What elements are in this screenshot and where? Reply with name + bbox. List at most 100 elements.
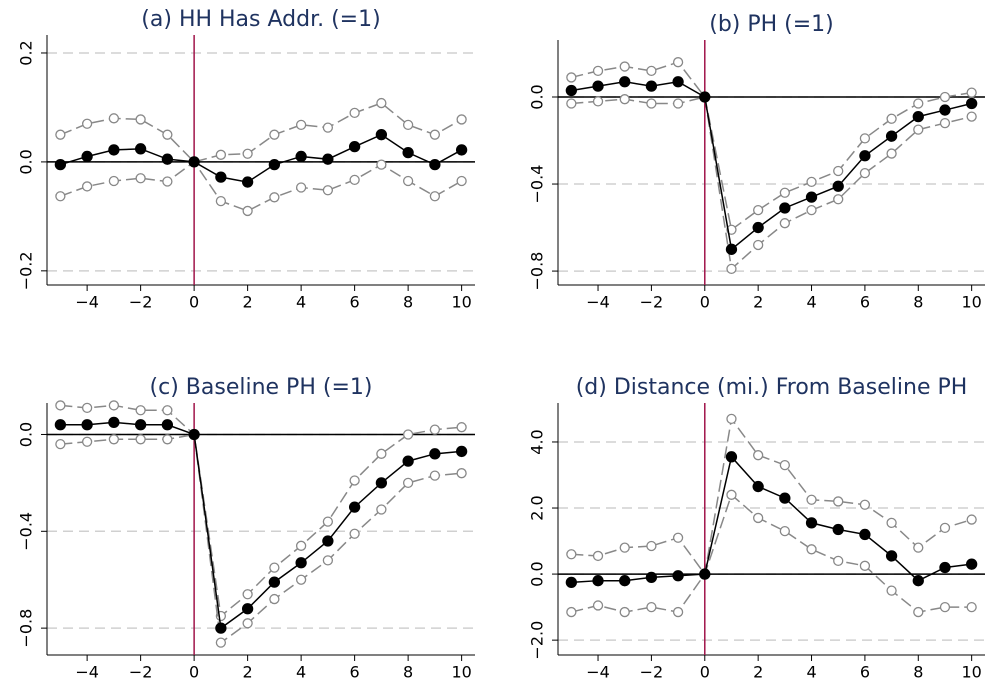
- estimate-marker: [966, 97, 978, 110]
- ci-marker: [859, 133, 871, 144]
- ci-marker: [806, 494, 817, 505]
- estimate-marker: [645, 571, 658, 584]
- estimate-marker: [161, 419, 174, 431]
- panel-title: (a) HH Has Addr. (=1): [141, 7, 380, 32]
- x-tick-label: 8: [403, 663, 413, 682]
- y-tick-label: 0.0: [528, 561, 547, 586]
- ci-line: [571, 493, 972, 613]
- ci-marker: [859, 168, 871, 179]
- estimate-marker: [619, 76, 631, 88]
- x-tick-label: 4: [806, 663, 816, 682]
- ci-marker: [135, 114, 146, 125]
- ci-marker: [402, 429, 414, 440]
- ci-marker: [376, 97, 387, 109]
- ci-marker: [242, 148, 253, 159]
- ci-marker: [566, 98, 577, 109]
- x-tick-label: −4: [586, 663, 610, 682]
- ci-marker: [376, 159, 387, 170]
- ci-marker: [456, 468, 467, 479]
- ci-marker: [322, 185, 334, 196]
- ci-marker: [349, 174, 360, 186]
- ci-marker: [672, 57, 684, 68]
- estimate-marker: [699, 568, 711, 580]
- x-tick-label: 6: [860, 663, 870, 682]
- ci-marker: [913, 124, 924, 135]
- panel-title: (b) PH (=1): [709, 12, 834, 37]
- ci-marker: [619, 542, 630, 553]
- ci-marker: [672, 98, 684, 109]
- estimate-marker: [592, 575, 604, 587]
- ci-marker: [402, 477, 414, 489]
- estimate-marker: [779, 492, 791, 504]
- estimate-line: [60, 421, 462, 630]
- estimate-marker: [375, 477, 388, 489]
- ci-marker: [108, 175, 120, 187]
- estimate-marker: [752, 221, 764, 234]
- ci-marker: [859, 560, 871, 571]
- ci-marker: [779, 218, 790, 229]
- ci-marker: [162, 405, 173, 416]
- estimate-marker: [725, 451, 738, 463]
- x-tick-label: 8: [913, 293, 923, 312]
- y-tick-label: −0.4: [17, 512, 36, 551]
- ci-marker: [833, 555, 844, 567]
- estimate-marker: [295, 557, 307, 569]
- ci-marker: [833, 165, 844, 177]
- estimate-marker: [455, 445, 468, 458]
- ci-marker: [779, 459, 790, 471]
- ci-marker: [215, 149, 227, 160]
- ci-marker: [322, 555, 334, 566]
- estimate-marker: [134, 143, 147, 155]
- ci-marker: [81, 118, 93, 129]
- estimate-marker: [885, 550, 898, 562]
- ci-marker: [566, 549, 577, 560]
- ci-marker: [429, 129, 441, 140]
- x-tick-label: −2: [640, 293, 664, 312]
- y-tick-label: −2.0: [528, 621, 547, 660]
- estimate-marker: [322, 153, 334, 165]
- estimate-marker: [859, 528, 871, 541]
- ci-marker: [269, 129, 280, 140]
- y-tick-label: 0.0: [528, 84, 547, 109]
- estimate-marker: [188, 428, 200, 441]
- ci-marker: [913, 606, 924, 618]
- ci-line: [571, 96, 972, 271]
- ci-marker: [269, 593, 280, 605]
- estimate-marker: [619, 575, 631, 587]
- ci-marker: [162, 129, 173, 140]
- estimate-marker: [54, 419, 67, 431]
- ci-marker: [402, 175, 414, 187]
- ci-marker: [592, 96, 604, 107]
- estimate-marker: [832, 523, 844, 536]
- ci-marker: [806, 544, 817, 555]
- y-tick-label: −0.8: [17, 609, 36, 648]
- estimate-marker: [672, 76, 684, 88]
- ci-marker: [108, 434, 120, 445]
- ci-marker: [753, 239, 764, 251]
- x-tick-label: −4: [75, 293, 99, 312]
- x-tick-label: −2: [640, 663, 664, 682]
- ci-marker: [886, 148, 897, 159]
- x-tick-label: 0: [189, 293, 199, 312]
- ci-marker: [429, 191, 441, 202]
- ci-marker: [939, 117, 951, 129]
- ci-marker: [939, 91, 951, 103]
- ci-marker: [269, 192, 280, 203]
- ci-marker: [966, 601, 977, 613]
- ci-line: [60, 160, 462, 212]
- estimate-marker: [429, 448, 441, 460]
- x-tick-label: −2: [129, 293, 153, 312]
- x-tick-label: 10: [961, 293, 981, 312]
- estimate-marker: [161, 153, 174, 165]
- estimate-marker: [672, 570, 684, 582]
- ci-marker: [726, 489, 737, 500]
- x-tick-label: 4: [806, 293, 816, 312]
- y-tick-label: −0.8: [528, 252, 547, 291]
- x-tick-label: 0: [700, 663, 710, 682]
- ci-marker: [162, 434, 173, 445]
- panel-title: (c) Baseline PH (=1): [150, 375, 373, 400]
- x-tick-label: 8: [403, 293, 413, 312]
- ci-marker: [81, 181, 93, 192]
- ci-marker: [456, 114, 467, 125]
- ci-marker: [779, 187, 790, 198]
